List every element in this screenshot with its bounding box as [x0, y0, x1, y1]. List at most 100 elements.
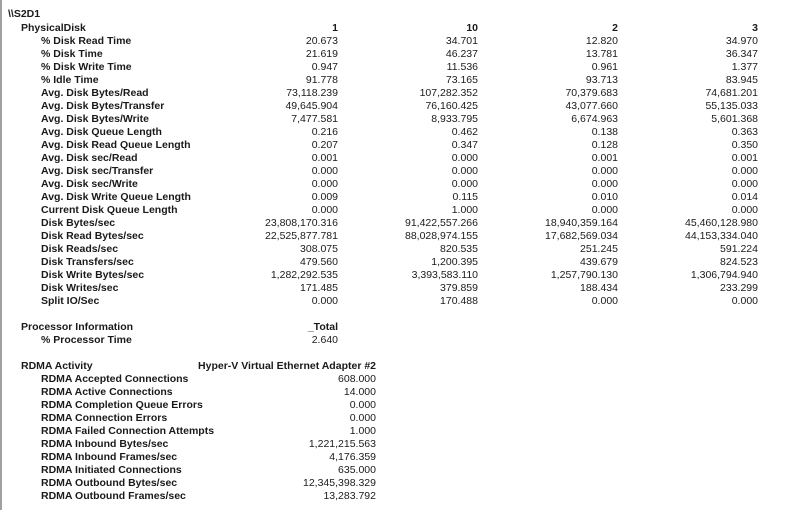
counter-value: 0.010	[591, 191, 618, 203]
counter-row: Avg. Disk Bytes/Write 7,477.581 8,933.795 6…	[0, 113, 800, 126]
counter-value: 8,933.795	[431, 113, 478, 125]
counter-value: 188.434	[580, 282, 618, 294]
counter-row: Avg. Disk Bytes/Transfer 49,645.904 76,160…	[0, 100, 800, 113]
counter-value: 251.245	[580, 243, 618, 255]
counter-row: RDMA Active Connections 14.000	[0, 386, 800, 399]
counter-row: RDMA Inbound Bytes/sec 1,221,215.563	[0, 438, 800, 451]
counter-name: Current Disk Queue Length	[41, 204, 178, 216]
counter-row: RDMA Connection Errors 0.000	[0, 412, 800, 425]
counter-value: 93.713	[585, 74, 618, 86]
counter-value: 74,681.201	[705, 87, 758, 99]
counter-row: RDMA Accepted Connections 608.000	[0, 373, 800, 386]
counter-row: RDMA Completion Queue Errors 0.000	[0, 399, 800, 412]
counter-value: 91.778	[305, 74, 338, 86]
counter-row: Disk Bytes/sec 23,808,170.316 91,422,557.2…	[0, 217, 800, 230]
counter-value: 479.560	[300, 256, 338, 268]
object-header-row: PhysicalDisk 1 10 2 3	[0, 22, 800, 35]
counter-value: 1.000	[451, 204, 478, 216]
counter-name: RDMA Inbound Frames/sec	[41, 451, 178, 463]
counter-row: Avg. Disk Queue Length 0.216 0.462 0.138 0.3…	[0, 126, 800, 139]
counter-value: 73.165	[445, 74, 478, 86]
counter-name: % Disk Write Time	[41, 61, 132, 73]
counter-value: 0.000	[591, 178, 618, 190]
counter-value: 0.462	[451, 126, 478, 138]
counter-value: 83.945	[725, 74, 758, 86]
counter-value: 0.138	[591, 126, 618, 138]
counter-row: Disk Writes/sec 171.485 379.859 188.434 233.…	[0, 282, 800, 295]
counter-value: 379.859	[440, 282, 478, 294]
counter-row: Avg. Disk Bytes/Read 73,118.239 107,282.35…	[0, 87, 800, 100]
counter-value: 45,460,128.980	[685, 217, 758, 229]
counter-value: 12,345,398.329	[303, 477, 376, 489]
counter-value: 3,393,583.110	[411, 269, 478, 281]
counter-value: 43,077.660	[565, 100, 618, 112]
object-header-row: RDMA Activity Hyper-V Virtual Ethernet Ad…	[0, 360, 800, 373]
counter-value: 0.000	[731, 178, 758, 190]
counter-value: 0.000	[451, 178, 478, 190]
instance-header: 3	[752, 22, 758, 34]
counter-value: 0.000	[311, 165, 338, 177]
counter-value: 0.961	[591, 61, 618, 73]
counter-row: Disk Read Bytes/sec 22,525,877.781 88,028,…	[0, 230, 800, 243]
counter-value: 11.536	[446, 61, 478, 73]
counter-value: 0.001	[731, 152, 758, 164]
counter-value: 88,028,974.155	[405, 230, 478, 242]
counter-name: Avg. Disk Read Queue Length	[41, 139, 191, 151]
counter-name: Avg. Disk sec/Transfer	[41, 165, 154, 177]
counter-name: RDMA Outbound Bytes/sec	[41, 477, 178, 489]
counter-name: RDMA Initiated Connections	[41, 464, 182, 476]
counter-value: 36.347	[725, 48, 758, 60]
counter-name: Avg. Disk Bytes/Write	[41, 113, 149, 125]
counter-value: 635.000	[338, 464, 376, 476]
counter-value: 1,306,794.940	[690, 269, 758, 281]
counter-value: 18,940,359.164	[545, 217, 618, 229]
counter-value: 0.128	[591, 139, 618, 151]
counter-row: Avg. Disk sec/Write 0.000 0.000 0.000 0.000	[0, 178, 800, 191]
counter-value: 46.237	[445, 48, 478, 60]
counter-value: 22,525,877.781	[265, 230, 338, 242]
counter-value: 0.009	[311, 191, 338, 203]
counter-name: Avg. Disk Queue Length	[41, 126, 162, 138]
counter-value: 1,257,790.130	[550, 269, 618, 281]
counter-value: 0.014	[731, 191, 758, 203]
counter-value: 171.485	[300, 282, 338, 294]
counter-value: 23,808,170.316	[265, 217, 338, 229]
counter-name: RDMA Inbound Bytes/sec	[41, 438, 169, 450]
counter-value: 1,282,292.535	[270, 269, 338, 281]
counter-row: Avg. Disk sec/Read 0.001 0.000 0.001 0.001	[0, 152, 800, 165]
counter-row: RDMA Outbound Bytes/sec 12,345,398.329	[0, 477, 800, 490]
counter-row: % Idle Time 91.778 73.165 93.713 83.945	[0, 74, 800, 87]
counter-value: 107,282.352	[419, 87, 478, 99]
counter-value: 233.299	[720, 282, 758, 294]
counter-value: 13.781	[585, 48, 618, 60]
counter-row: Avg. Disk Read Queue Length 0.207 0.347 0.1…	[0, 139, 800, 152]
counter-row: % Disk Read Time 20.673 34.701 12.820 34.970	[0, 35, 800, 48]
counter-value: 0.001	[311, 152, 338, 164]
counter-name: Avg. Disk sec/Read	[41, 152, 138, 164]
counter-value: 73,118.239	[286, 87, 338, 99]
counter-name: RDMA Active Connections	[41, 386, 173, 398]
instance-header: 2	[612, 22, 618, 34]
instance-header: 1	[332, 22, 338, 34]
counter-value: 49,645.904	[285, 100, 338, 112]
counter-value: 0.000	[311, 204, 338, 216]
counter-value: 44,153,334.040	[685, 230, 758, 242]
report-left-border	[0, 0, 2, 510]
counter-name: Avg. Disk Bytes/Transfer	[41, 100, 165, 112]
counter-value: 1.000	[349, 425, 376, 437]
counter-value: 0.000	[591, 204, 618, 216]
counter-value: 0.000	[591, 295, 618, 307]
counter-name: RDMA Failed Connection Attempts	[41, 425, 215, 437]
counter-name: Disk Transfers/sec	[41, 256, 134, 268]
counter-value: 820.535	[440, 243, 478, 255]
counter-row: RDMA Inbound Frames/sec 4,176.359	[0, 451, 800, 464]
counter-row: Split IO/Sec 0.000 170.488 0.000 0.000	[0, 295, 800, 308]
counter-name: RDMA Completion Queue Errors	[41, 399, 203, 411]
instance-header: _Total	[307, 321, 338, 333]
counter-value: 0.000	[731, 165, 758, 177]
counter-value: 13,283.792	[323, 490, 376, 502]
counter-value: 34.701	[445, 35, 478, 47]
counter-value: 0.000	[451, 152, 478, 164]
counter-name: Avg. Disk Write Queue Length	[41, 191, 191, 203]
counter-value: 0.363	[731, 126, 758, 138]
